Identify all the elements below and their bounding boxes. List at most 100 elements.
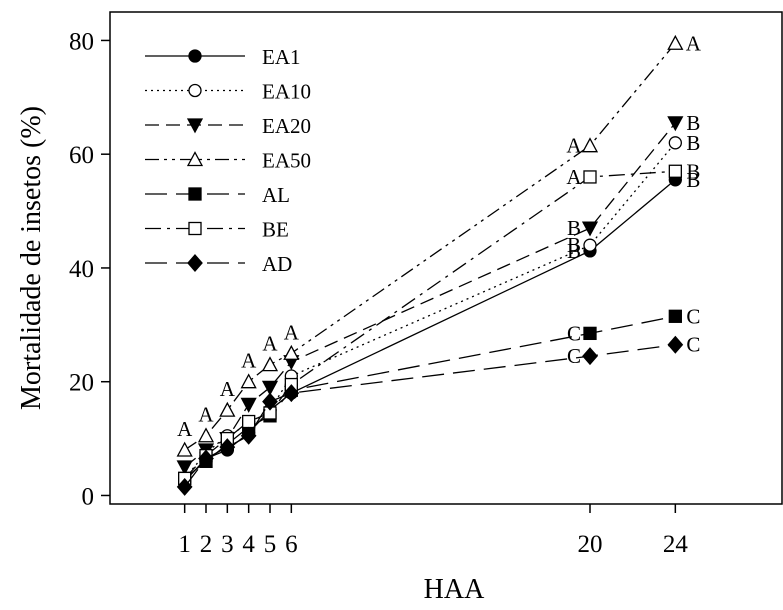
y-tick-label: 80 xyxy=(69,28,94,55)
series-line-al xyxy=(184,315,676,479)
legend-label: AD xyxy=(262,252,292,276)
data-point-be xyxy=(668,164,682,178)
data-point-ea50 xyxy=(240,373,257,389)
data-point-ad xyxy=(219,438,236,457)
x-tick-label: 20 xyxy=(578,531,603,558)
series-ad xyxy=(176,335,684,496)
legend: EA1 EA10 EA20 EA50 AL BE AD xyxy=(145,45,311,276)
series-line-be xyxy=(184,170,676,479)
legend-marker xyxy=(186,118,204,134)
legend-marker xyxy=(188,49,202,63)
data-point-ad xyxy=(176,477,193,496)
series-layer xyxy=(176,34,684,496)
plot-frame xyxy=(109,11,783,505)
data-point-ea50 xyxy=(197,427,215,443)
series-ea1 xyxy=(178,173,682,488)
significance-letter: C xyxy=(686,304,700,328)
significance-letter: A xyxy=(686,31,702,55)
y-axis-label: Mortalidade de insetos (%) xyxy=(16,106,47,410)
significance-letter: A xyxy=(566,134,582,158)
legend-marker xyxy=(188,221,202,236)
significance-letter: A xyxy=(220,377,236,401)
data-point-be xyxy=(242,414,256,429)
significance-letter: C xyxy=(567,321,581,345)
legend-label: EA1 xyxy=(262,45,301,69)
data-point-ea20 xyxy=(176,460,193,476)
legend-marker xyxy=(187,254,203,272)
series-line-ad xyxy=(184,344,676,488)
x-axis-ticks: 1 2 3 4 5 6 20 24 xyxy=(178,504,688,558)
data-point-ea20 xyxy=(240,397,257,413)
legend-marker xyxy=(188,187,202,201)
data-point-ea10 xyxy=(668,136,682,150)
data-point-ea50 xyxy=(176,441,193,457)
significance-letter: B xyxy=(686,168,700,192)
x-axis-label: HAA xyxy=(424,574,485,605)
significance-letter: A xyxy=(198,403,214,427)
data-point-ea50 xyxy=(283,344,300,360)
data-point-ad xyxy=(198,449,214,468)
y-tick-label: 40 xyxy=(69,256,94,283)
significance-letter: B xyxy=(567,216,581,240)
data-point-ad xyxy=(262,392,278,411)
series-line-ea10 xyxy=(184,142,676,479)
legend-entry-ea20: EA20 xyxy=(145,114,311,138)
legend-entry-ea1: EA1 xyxy=(145,45,301,69)
data-point-ea50 xyxy=(261,356,279,372)
data-point-ad xyxy=(240,426,257,445)
data-point-ea20 xyxy=(581,221,599,237)
series-line-ea50 xyxy=(184,42,676,451)
data-point-be xyxy=(583,170,597,184)
y-tick-label: 20 xyxy=(69,370,94,397)
significance-letter: B xyxy=(686,159,700,183)
legend-entry-ea50: EA50 xyxy=(145,149,311,173)
significance-letter: B xyxy=(567,233,581,257)
x-tick-label: 4 xyxy=(242,531,255,558)
data-point-ad xyxy=(667,335,684,354)
legend-entry-al: AL xyxy=(145,183,290,207)
data-point-ad xyxy=(582,347,598,366)
x-tick-label: 2 xyxy=(200,531,213,558)
y-tick-label: 60 xyxy=(69,142,94,169)
data-point-ad xyxy=(283,384,300,403)
significance-letter: C xyxy=(686,333,700,357)
data-point-ea50 xyxy=(219,401,236,417)
legend-label: EA20 xyxy=(262,114,311,138)
y-tick-label: 0 xyxy=(82,483,95,510)
legend-entry-be: BE xyxy=(145,218,289,242)
y-axis-ticks: 0 20 40 60 80 xyxy=(69,28,110,510)
x-tick-label: 6 xyxy=(285,531,298,558)
legend-entry-ea10: EA10 xyxy=(145,80,311,104)
legend-label: EA50 xyxy=(262,149,311,173)
legend-label: AL xyxy=(262,183,290,207)
significance-letter: A xyxy=(241,349,257,373)
significance-letter: A xyxy=(177,417,193,441)
legend-entry-ad: AD xyxy=(145,252,292,276)
series-al xyxy=(178,309,682,486)
series-ea50 xyxy=(176,34,684,457)
series-line-ea20 xyxy=(184,122,676,468)
legend-label: EA10 xyxy=(262,80,311,104)
data-point-al xyxy=(583,326,597,341)
x-tick-label: 3 xyxy=(221,531,234,558)
significance-letter: C xyxy=(567,344,581,368)
x-tick-label: 1 xyxy=(178,531,191,558)
legend-marker xyxy=(186,151,204,167)
significance-letter: B xyxy=(567,239,581,263)
data-point-ea50 xyxy=(581,137,599,153)
legend-label: BE xyxy=(262,218,289,242)
significance-letter: A xyxy=(284,320,300,344)
data-point-ea10 xyxy=(583,238,597,252)
significance-letter: B xyxy=(686,131,700,155)
data-point-al xyxy=(668,309,682,323)
significance-letter: A xyxy=(262,332,278,356)
legend-marker xyxy=(188,83,202,98)
data-point-ea50 xyxy=(667,34,684,50)
data-point-ea20 xyxy=(261,380,279,396)
x-tick-label: 5 xyxy=(264,531,277,558)
data-point-ea20 xyxy=(667,116,684,132)
significance-letter: B xyxy=(686,111,700,135)
significance-letter: A xyxy=(566,165,582,189)
